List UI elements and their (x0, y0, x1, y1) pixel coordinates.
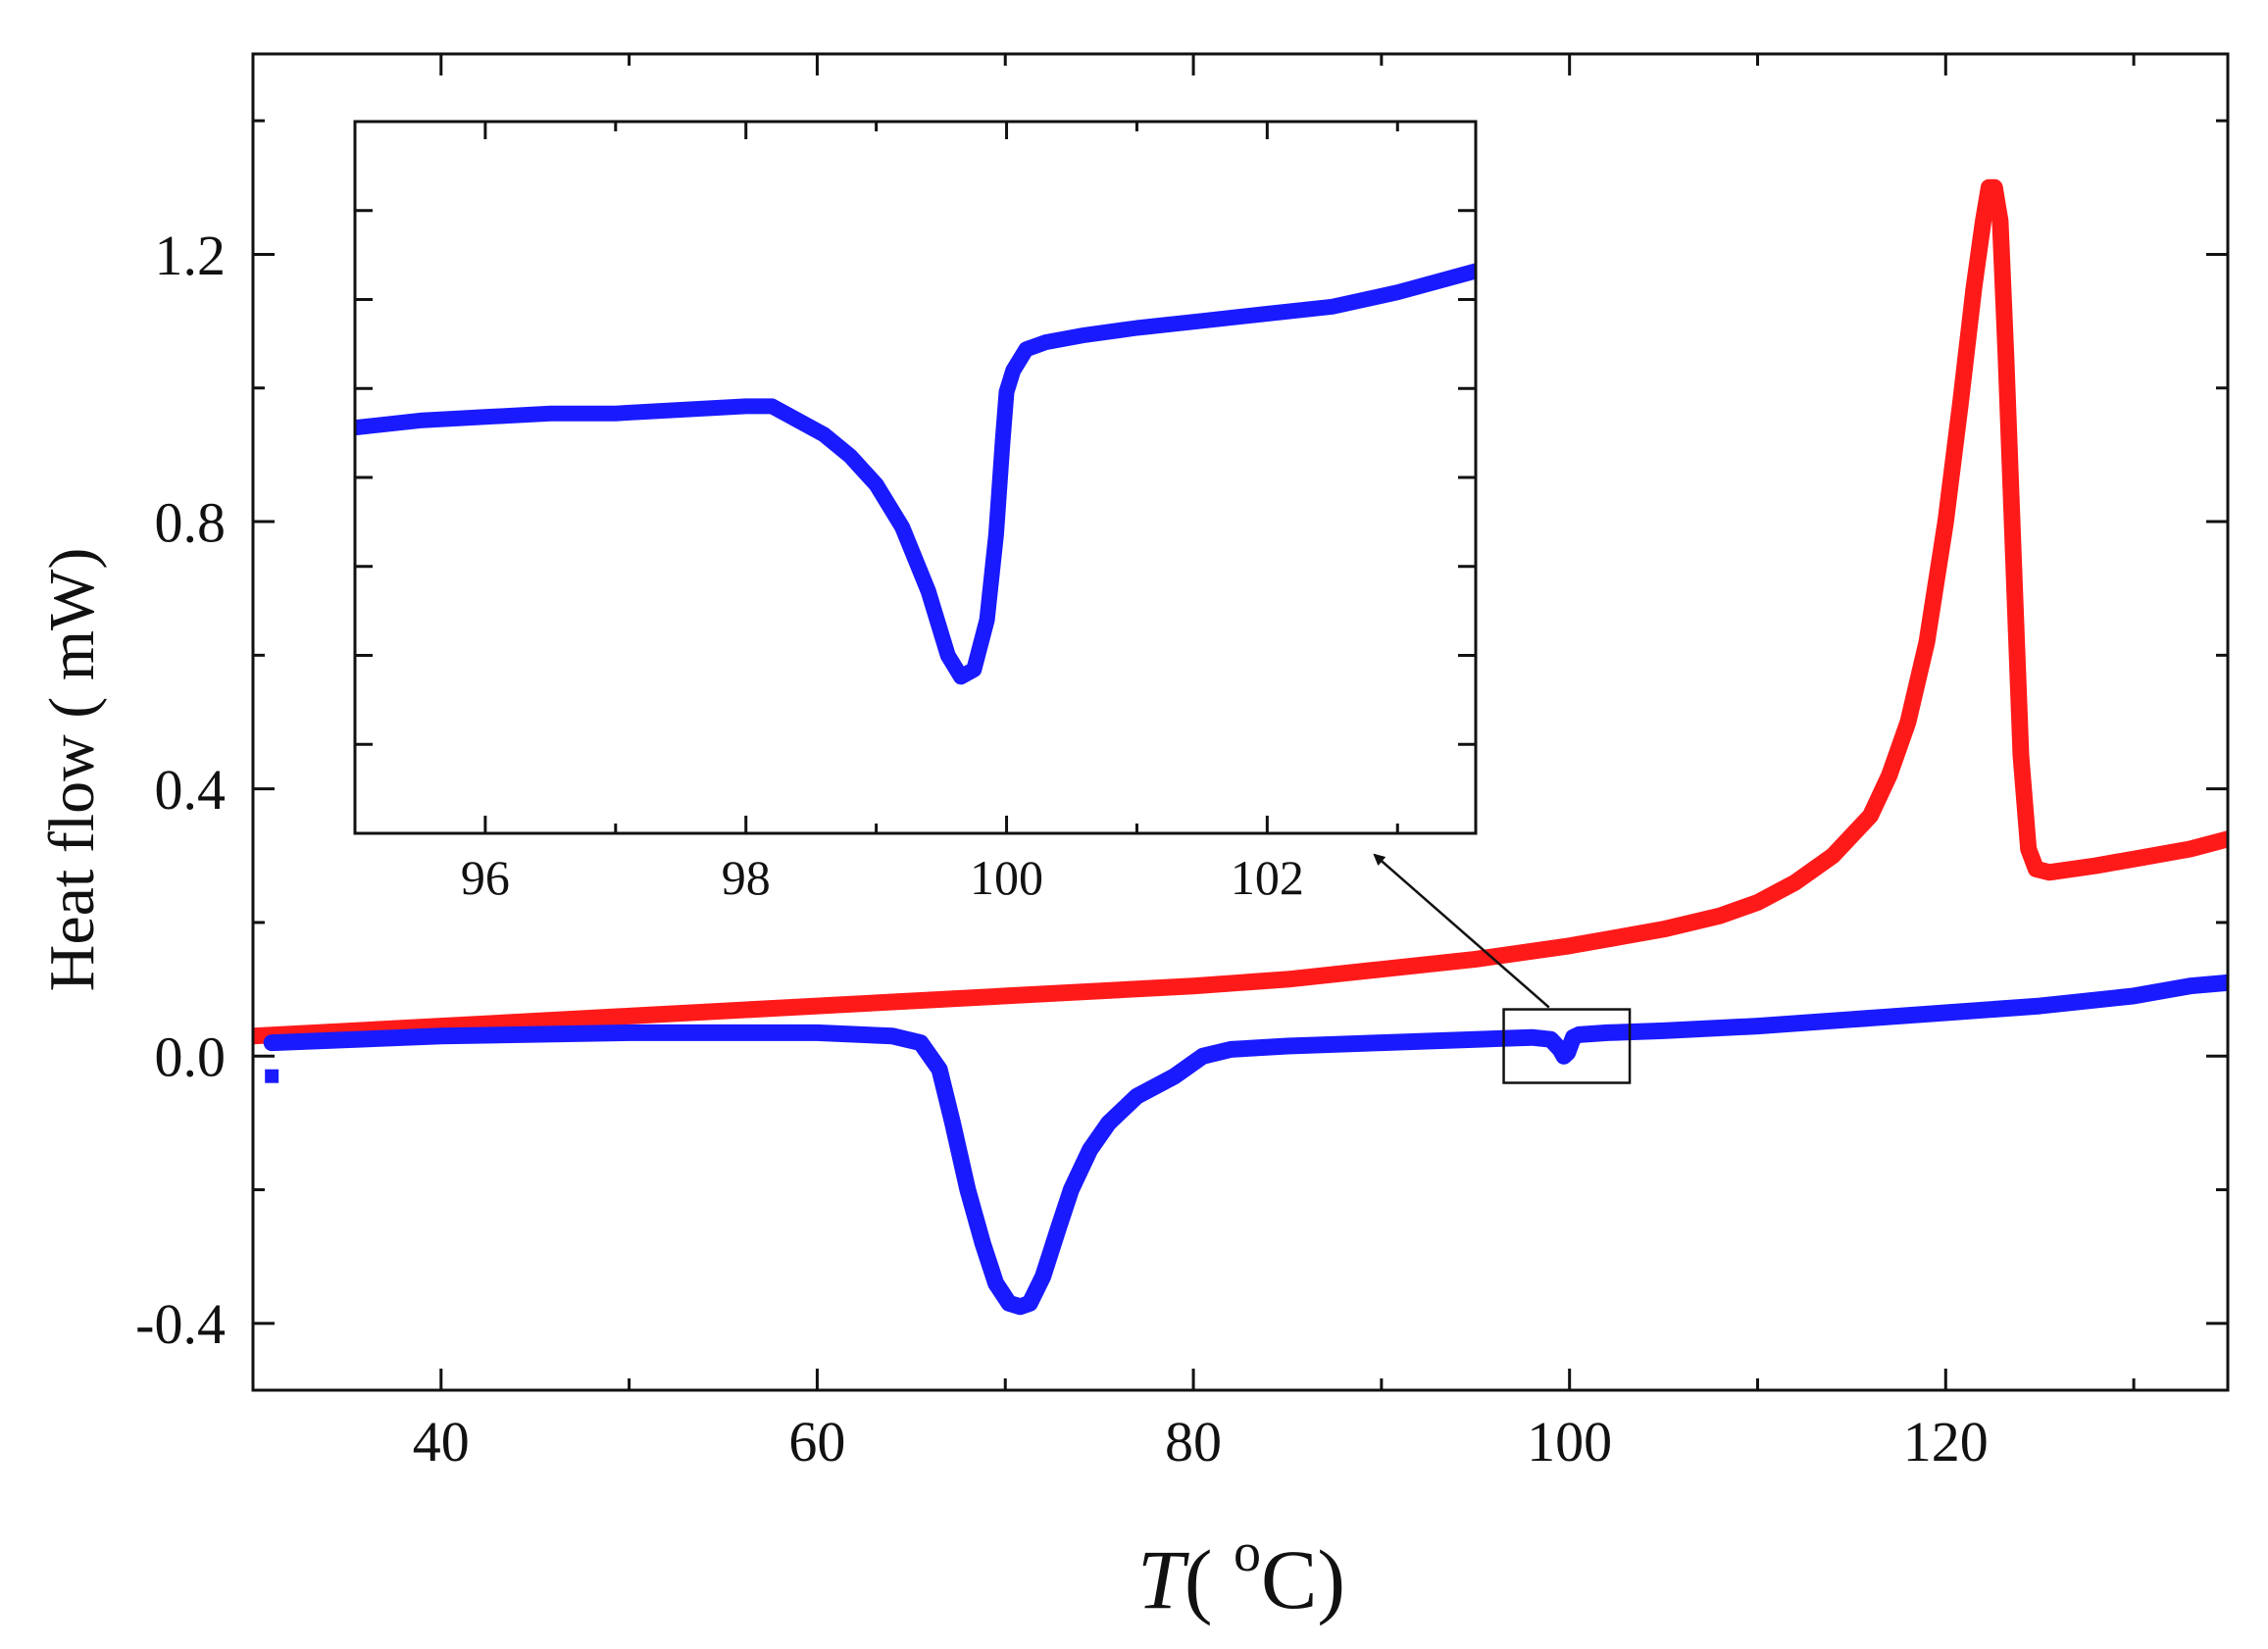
x-axis-unit: C) (1261, 1532, 1345, 1626)
y-tick-label: 0.4 (155, 758, 227, 822)
zoom-box (1502, 1008, 1632, 1084)
x-axis-degree: o (1234, 1523, 1261, 1583)
y-tick-label: 1.2 (155, 224, 227, 287)
x-axis-paren: ( (1184, 1532, 1234, 1626)
series-line-cooling (263, 974, 2228, 1316)
x-tick-label: 100 (1527, 1410, 1612, 1474)
series-line-heating (253, 178, 2228, 1045)
x-tick-label: 98 (722, 850, 771, 905)
main-ticks: 40 60 80 100 120 -0.4 0.0 0.4 0.8 1.2 (135, 54, 2228, 1474)
x-tick-label: 96 (461, 850, 510, 905)
main-plot-frame (251, 52, 2230, 1392)
x-tick-label: 60 (788, 1410, 845, 1474)
zoom-annotation (1373, 853, 1632, 1084)
x-axis-label: T( oC) (1137, 1523, 1345, 1626)
inset-data (355, 263, 1476, 685)
inset-chart: 96 98 100 102 (353, 120, 1478, 905)
y-tick-label: -0.4 (135, 1292, 226, 1356)
zoom-arrow (1373, 853, 1550, 1009)
x-tick-label: 120 (1903, 1410, 1989, 1474)
x-tick-label: 102 (1231, 850, 1304, 905)
main-data (253, 178, 2228, 1316)
series-line-cooling-zoom (355, 263, 1476, 685)
y-tick-label: 0.0 (155, 1025, 227, 1089)
x-tick-label: 40 (413, 1410, 470, 1474)
x-tick-label: 100 (970, 850, 1043, 905)
inset-background (355, 122, 1476, 833)
x-tick-label: 80 (1165, 1410, 1222, 1474)
inset-plot-frame (353, 120, 1478, 835)
y-tick-label: 0.8 (155, 490, 227, 554)
y-axis-label: Heat flow ( mW) (36, 548, 108, 992)
outlier-point (265, 1069, 279, 1083)
x-axis-symbol: T (1137, 1532, 1189, 1626)
